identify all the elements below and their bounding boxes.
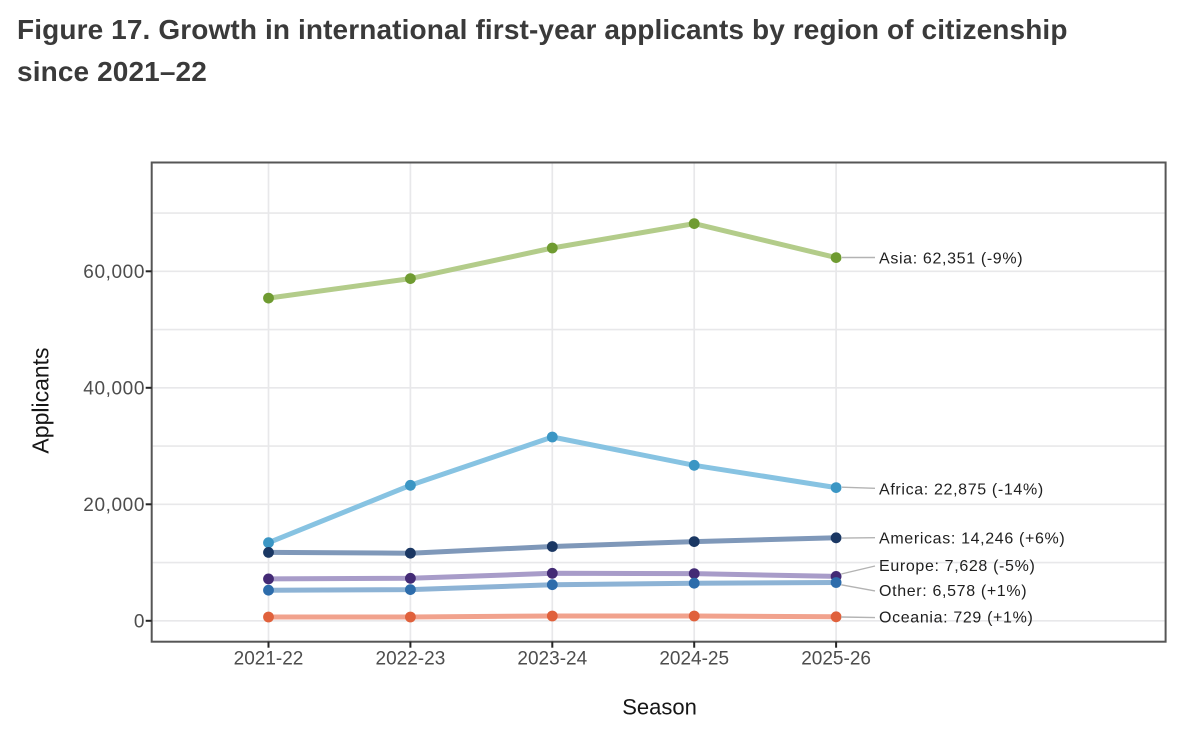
svg-text:2022-23: 2022-23 <box>376 649 446 670</box>
svg-text:60,000: 60,000 <box>83 262 145 283</box>
svg-text:Europe: 7,628 (-5%): Europe: 7,628 (-5%) <box>879 558 1035 575</box>
svg-text:40,000: 40,000 <box>83 379 145 400</box>
svg-text:0: 0 <box>134 612 145 633</box>
svg-text:Africa: 22,875 (-14%): Africa: 22,875 (-14%) <box>879 481 1044 498</box>
svg-text:2023-24: 2023-24 <box>517 649 587 670</box>
svg-text:2021-22: 2021-22 <box>234 649 304 670</box>
svg-text:Other: 6,578 (+1%): Other: 6,578 (+1%) <box>879 583 1027 600</box>
svg-text:Asia: 62,351 (-9%): Asia: 62,351 (-9%) <box>879 250 1023 267</box>
svg-text:Applicants: Applicants <box>28 347 54 453</box>
svg-text:2025-26: 2025-26 <box>801 649 871 670</box>
svg-text:20,000: 20,000 <box>83 495 145 516</box>
svg-text:2024-25: 2024-25 <box>659 649 729 670</box>
svg-text:Season: Season <box>622 694 697 719</box>
svg-text:Oceania: 729 (+1%): Oceania: 729 (+1%) <box>879 609 1033 626</box>
svg-text:Americas: 14,246 (+6%): Americas: 14,246 (+6%) <box>879 530 1065 547</box>
